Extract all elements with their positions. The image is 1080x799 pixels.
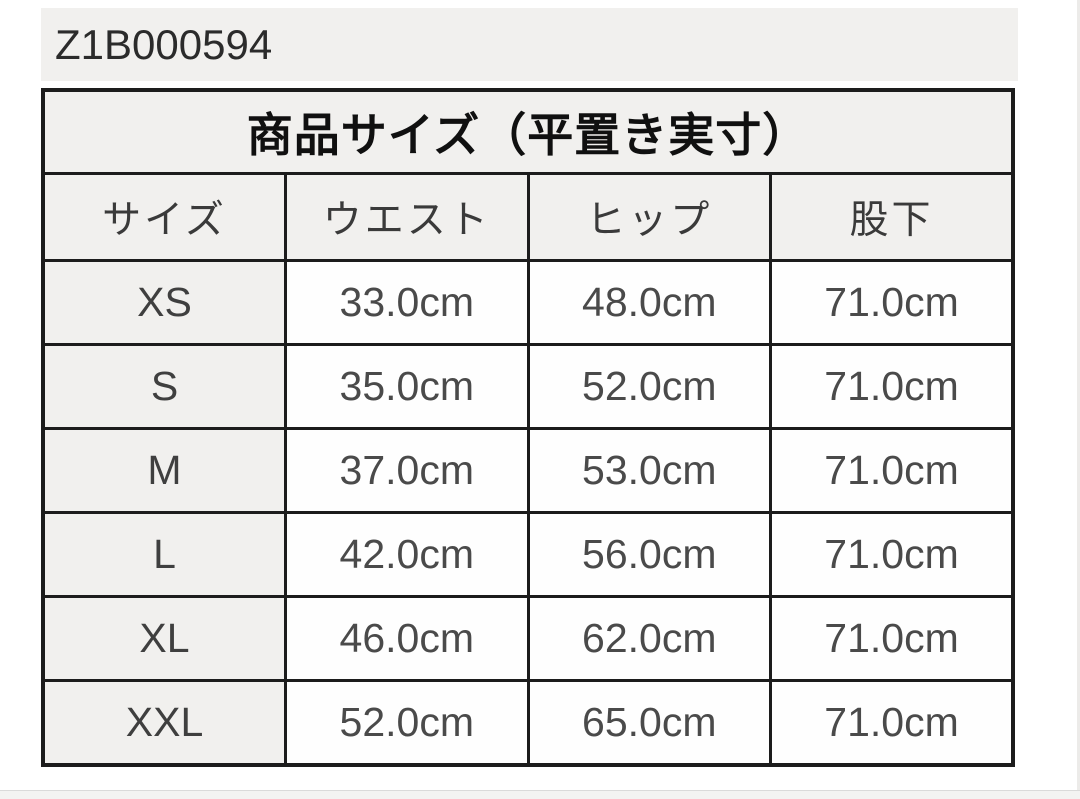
size-chart-table: 商品サイズ（平置き実寸） サイズ ウエスト ヒップ 股下 XS 33.0cm 4… [41,88,1015,767]
waist-value: 33.0cm [284,259,530,346]
size-label: M [41,427,287,514]
hip-value: 52.0cm [526,343,772,430]
size-label: XS [41,259,287,346]
table-title-row: 商品サイズ（平置き実寸） [41,88,1015,175]
hip-value: 53.0cm [526,427,772,514]
table-row-l: L 42.0cm 56.0cm 71.0cm [41,511,1015,598]
inseam-value: 71.0cm [769,595,1015,682]
hip-value: 62.0cm [526,595,772,682]
col-header-waist: ウエスト [284,172,530,262]
waist-value: 52.0cm [284,679,530,767]
inseam-value: 71.0cm [769,343,1015,430]
hip-value: 48.0cm [526,259,772,346]
col-header-hip: ヒップ [526,172,772,262]
waist-value: 35.0cm [284,343,530,430]
col-header-inseam: 股下 [769,172,1015,262]
product-code: Z1B000594 [55,20,273,68]
table-row-s: S 35.0cm 52.0cm 71.0cm [41,343,1015,430]
table-header-row: サイズ ウエスト ヒップ 股下 [41,172,1015,262]
inseam-value: 71.0cm [769,679,1015,767]
page-bottom-strip [0,790,1080,799]
inseam-value: 71.0cm [769,511,1015,598]
waist-value: 42.0cm [284,511,530,598]
hip-value: 65.0cm [526,679,772,767]
inseam-value: 71.0cm [769,427,1015,514]
table-title: 商品サイズ（平置き実寸） [41,88,1015,175]
table-row-m: M 37.0cm 53.0cm 71.0cm [41,427,1015,514]
size-label: L [41,511,287,598]
table-row-xs: XS 33.0cm 48.0cm 71.0cm [41,259,1015,346]
waist-value: 37.0cm [284,427,530,514]
product-code-band: Z1B000594 [41,8,1018,81]
page-right-edge [1077,0,1080,799]
size-label: S [41,343,287,430]
size-label: XXL [41,679,287,767]
size-label: XL [41,595,287,682]
table-row-xxl: XXL 52.0cm 65.0cm 71.0cm [41,679,1015,767]
hip-value: 56.0cm [526,511,772,598]
col-header-size: サイズ [41,172,287,262]
inseam-value: 71.0cm [769,259,1015,346]
table-row-xl: XL 46.0cm 62.0cm 71.0cm [41,595,1015,682]
waist-value: 46.0cm [284,595,530,682]
